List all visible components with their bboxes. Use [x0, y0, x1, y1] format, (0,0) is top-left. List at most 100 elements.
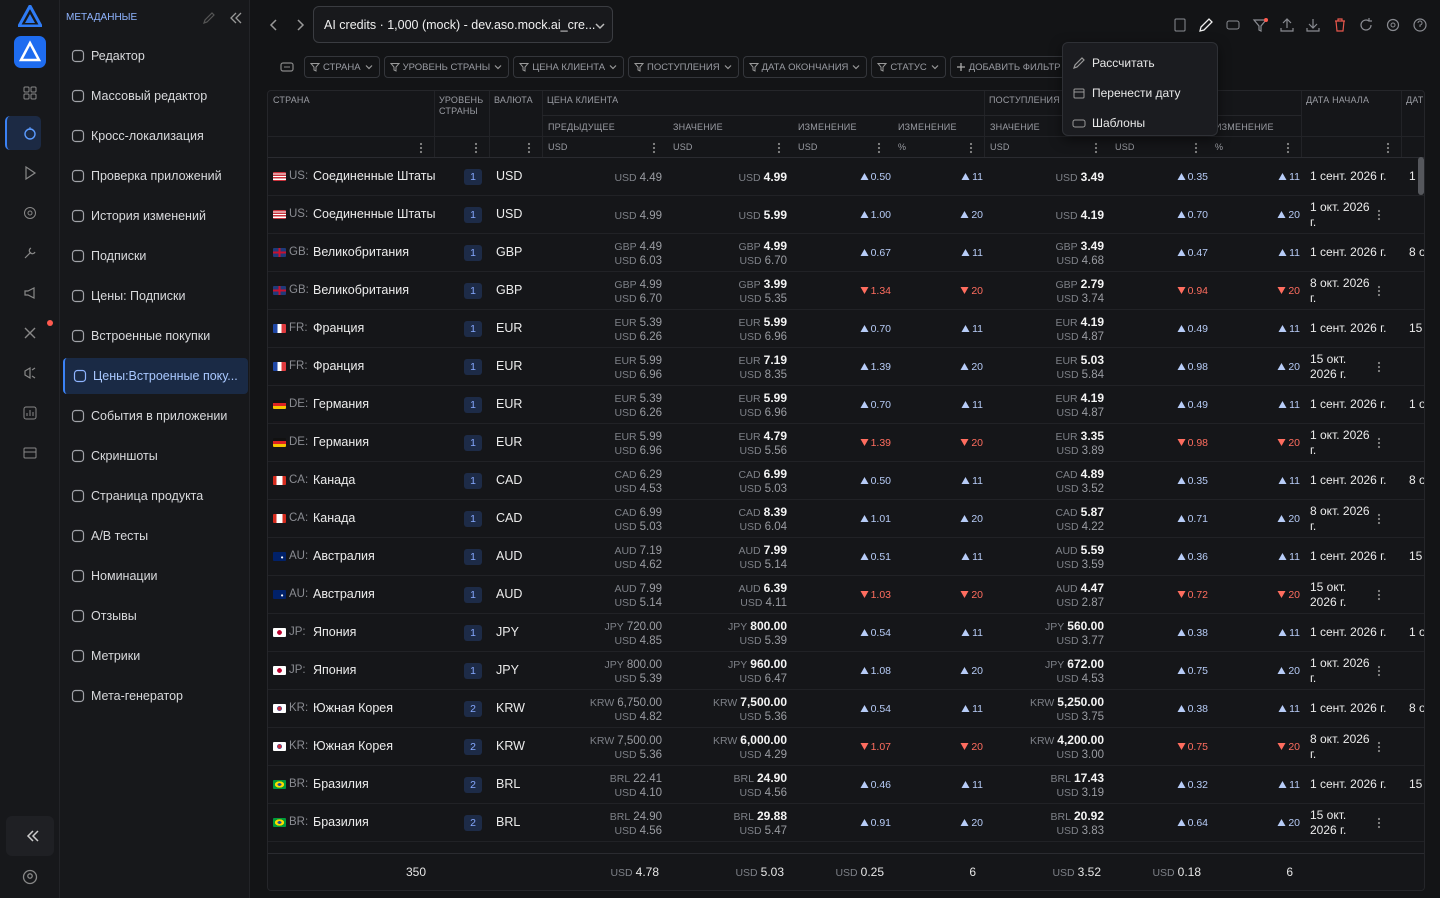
rail-icon[interactable] [22, 165, 38, 181]
toolbar-icon[interactable] [1252, 17, 1268, 33]
menu-item[interactable]: События в приложении [63, 398, 248, 434]
kebab-menu[interactable] [1377, 361, 1381, 373]
kebab-menu[interactable] [652, 142, 656, 154]
table-row[interactable]: GB: Великобритания 1 GBP GBP 4.99 USD 6.70 GBP 3.… [268, 272, 1424, 310]
rail-icon[interactable] [22, 365, 38, 381]
kebab-menu[interactable] [474, 142, 478, 154]
flag [273, 362, 286, 371]
table-row[interactable]: GB: Великобритания 1 GBP GBP 4.49 USD 6.03 GBP 4.… [268, 234, 1424, 272]
table-row[interactable]: BR: Бразилия 2 BRL BRL 22.41 USD 4.10 BRL 24.90 US… [268, 766, 1424, 804]
table-row[interactable]: FR: Франция 1 EUR EUR 5.39 USD 6.26 EUR 5.99 USD 6.… [268, 310, 1424, 348]
kebab-menu[interactable] [1377, 665, 1381, 677]
trend-up-arrow [1177, 667, 1186, 674]
menu-item[interactable]: Скриншоты [63, 438, 248, 474]
table-row[interactable]: JP: Япония 1 JPY JPY 720.00 USD 4.85 JPY 800.00 US… [268, 614, 1424, 652]
menu-item[interactable]: A/B тесты [63, 518, 248, 554]
table-row[interactable]: AU: Австралия 1 AUD AUD 7.99 USD 5.14 AUD 6.39 USD… [268, 576, 1424, 614]
filter-chip[interactable]: ДАТА ОКОНЧАНИЯ [742, 56, 868, 78]
kebab-menu[interactable] [1194, 142, 1198, 154]
rail-icon[interactable] [22, 245, 38, 261]
menu-item-active[interactable]: Цены:Встроенные поку... [63, 358, 248, 394]
kebab-menu[interactable] [969, 142, 973, 154]
menu-item[interactable]: Цены: Подписки [63, 278, 248, 314]
scrollbar[interactable] [1418, 157, 1424, 195]
table-row[interactable]: FR: Франция 1 EUR EUR 5.99 USD 6.96 EUR 7.19 USD 8.… [268, 348, 1424, 386]
app-icon[interactable] [14, 36, 46, 68]
toolbar-icon[interactable] [1358, 17, 1374, 33]
filter-chip[interactable]: СТРАНА [304, 56, 380, 78]
rail-icon[interactable] [22, 285, 38, 301]
collapse-button[interactable] [6, 816, 54, 856]
toolbar-icon[interactable] [1385, 17, 1401, 33]
table-row[interactable]: AU: Австралия 1 AUD AUD 7.19 USD 4.62 AUD 7.99 USD… [268, 538, 1424, 576]
menu-item[interactable]: Метрики [63, 638, 248, 674]
country-code: CA: [289, 474, 309, 486]
kebab-menu[interactable] [1377, 741, 1381, 753]
menu-item[interactable]: Редактор [63, 38, 248, 74]
rail-icon[interactable] [22, 85, 38, 101]
menu-item[interactable]: Проверка приложений [63, 158, 248, 194]
toolbar-icon[interactable] [1172, 17, 1188, 33]
collapse-icon[interactable] [229, 11, 243, 25]
filter-chip[interactable]: СТАТУС [871, 56, 946, 78]
table-row[interactable]: BR: Бразилия 2 BRL BRL 24.90 USD 4.56 BRL 29.88 US… [268, 804, 1424, 842]
table-row[interactable]: KR: Южная Корея 2 KRW KRW 7,500.00 USD 5.36 KRW 6… [268, 728, 1424, 766]
forward-button[interactable] [292, 17, 308, 33]
table-settings-icon[interactable] [279, 59, 295, 75]
table-row[interactable]: US: Соединенные Штаты 1 USD USD 4.49 USD 4.99 0.… [268, 158, 1424, 196]
rail-icon[interactable] [22, 205, 38, 221]
kebab-menu[interactable] [1094, 142, 1098, 154]
rail-icon[interactable] [22, 405, 38, 421]
kebab-menu[interactable] [1286, 142, 1290, 154]
menu-item[interactable]: Страница продукта [63, 478, 248, 514]
menu-item[interactable]: Номинации [63, 558, 248, 594]
toolbar-icon[interactable] [1332, 17, 1348, 33]
edit-icon[interactable] [202, 11, 216, 25]
toolbar-icon[interactable] [1198, 17, 1214, 33]
filter-chip[interactable]: УРОВЕНЬ СТРАНЫ [383, 56, 510, 78]
menu-item[interactable]: История изменений [63, 198, 248, 234]
column-divider [984, 91, 985, 157]
dataset-select[interactable]: AI credits · 1,000 (mock) - dev.aso.mock… [313, 6, 613, 43]
menu-item[interactable]: Встроенные покупки [63, 318, 248, 354]
toolbar-icon[interactable] [1225, 17, 1241, 33]
table-row[interactable]: JP: Япония 1 JPY JPY 800.00 USD 5.39 JPY 960.00 US… [268, 652, 1424, 690]
currency-code: USD [739, 673, 762, 685]
rail-icon[interactable] [22, 125, 38, 141]
kebab-menu[interactable] [1377, 589, 1381, 601]
kebab-menu[interactable] [1377, 285, 1381, 297]
filter-chip[interactable]: ПОСТУПЛЕНИЯ [628, 56, 739, 78]
menu-item[interactable]: Подписки [63, 238, 248, 274]
toolbar-icon[interactable] [1279, 17, 1295, 33]
kebab-menu[interactable] [419, 142, 423, 154]
kebab-menu[interactable] [1377, 209, 1381, 221]
kebab-menu[interactable] [527, 142, 531, 154]
table-row[interactable]: CA: Канада 1 CAD CAD 6.99 USD 5.03 CAD 8.39 USD 6.0… [268, 500, 1424, 538]
kebab-menu[interactable] [1377, 513, 1381, 525]
kebab-menu[interactable] [1377, 437, 1381, 449]
filter-chip[interactable]: ДОБАВИТЬ ФИЛЬТР [949, 56, 1080, 78]
toolbar-icon[interactable] [1305, 17, 1321, 33]
menu-item[interactable]: Отзывы [63, 598, 248, 634]
menu-item[interactable]: Мета-генератор [63, 678, 248, 714]
menu-action[interactable]: Перенести дату [1067, 81, 1213, 105]
kebab-menu[interactable] [877, 142, 881, 154]
menu-action[interactable]: Шаблоны [1067, 111, 1213, 135]
user-icon[interactable] [22, 869, 38, 885]
filter-chip[interactable]: ЦЕНА КЛИЕНТА [513, 56, 625, 78]
kebab-menu[interactable] [1377, 817, 1381, 829]
table-row[interactable]: CA: Канада 1 CAD CAD 6.29 USD 4.53 CAD 6.99 USD 5.0… [268, 462, 1424, 500]
menu-action[interactable]: Рассчитать [1067, 51, 1213, 75]
back-button[interactable] [266, 17, 282, 33]
kebab-menu[interactable] [777, 142, 781, 154]
toolbar-icon[interactable] [1412, 17, 1428, 33]
rail-icon[interactable] [22, 325, 38, 341]
table-row[interactable]: US: Соединенные Штаты 1 USD USD 4.99 USD 5.99 1.… [268, 196, 1424, 234]
table-row[interactable]: KR: Южная Корея 2 KRW KRW 6,750.00 USD 4.82 KRW 7… [268, 690, 1424, 728]
rail-icon[interactable] [22, 445, 38, 461]
menu-item[interactable]: Массовый редактор [63, 78, 248, 114]
table-row[interactable]: DE: Германия 1 EUR EUR 5.99 USD 6.96 EUR 4.79 USD 5… [268, 424, 1424, 462]
kebab-menu[interactable] [1386, 142, 1390, 154]
menu-item[interactable]: Кросс-локализация [63, 118, 248, 154]
table-row[interactable]: DE: Германия 1 EUR EUR 5.39 USD 6.26 EUR 5.99 USD 6… [268, 386, 1424, 424]
